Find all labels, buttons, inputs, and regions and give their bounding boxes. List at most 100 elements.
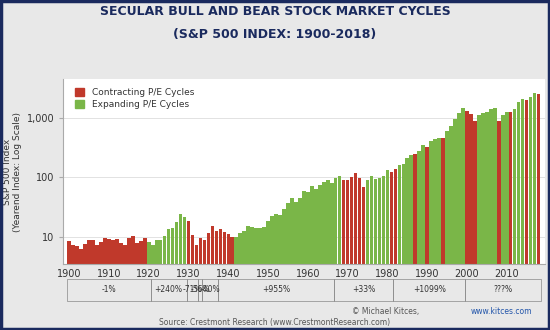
Bar bbox=[314, 189, 317, 330]
Bar bbox=[378, 179, 381, 330]
Bar bbox=[199, 279, 202, 301]
Bar bbox=[68, 241, 71, 330]
Bar bbox=[497, 121, 500, 330]
Bar bbox=[195, 246, 199, 330]
Bar bbox=[199, 238, 202, 330]
Bar bbox=[270, 216, 274, 330]
Bar bbox=[218, 229, 222, 330]
Bar bbox=[493, 108, 497, 330]
Bar bbox=[75, 246, 79, 330]
Bar bbox=[354, 173, 358, 330]
Bar bbox=[239, 233, 242, 330]
Bar bbox=[282, 209, 286, 330]
Bar bbox=[505, 112, 509, 330]
Bar bbox=[250, 227, 254, 330]
Text: -40%: -40% bbox=[201, 285, 220, 294]
Bar bbox=[119, 243, 123, 330]
Bar bbox=[278, 215, 282, 330]
Bar bbox=[517, 102, 520, 330]
Bar bbox=[227, 234, 230, 330]
Bar bbox=[346, 180, 349, 330]
Bar bbox=[127, 238, 131, 330]
Bar bbox=[218, 279, 334, 301]
Text: -1%: -1% bbox=[102, 285, 116, 294]
Text: -71%: -71% bbox=[183, 285, 202, 294]
Bar bbox=[298, 198, 302, 330]
Bar bbox=[405, 158, 409, 330]
Bar bbox=[171, 228, 174, 330]
Text: -56%: -56% bbox=[191, 285, 210, 294]
Bar bbox=[322, 182, 326, 330]
Bar bbox=[529, 97, 532, 330]
Text: SECULAR BULL AND BEAR STOCK MARKET CYCLES: SECULAR BULL AND BEAR STOCK MARKET CYCLE… bbox=[100, 5, 450, 18]
Bar bbox=[433, 140, 437, 330]
Bar bbox=[370, 176, 373, 330]
Bar bbox=[202, 279, 218, 301]
Bar bbox=[465, 279, 541, 301]
Bar bbox=[358, 178, 361, 330]
Bar bbox=[366, 180, 369, 330]
Bar bbox=[477, 115, 481, 330]
Bar bbox=[111, 240, 115, 330]
Bar bbox=[151, 245, 155, 330]
Bar bbox=[342, 180, 345, 330]
Bar bbox=[262, 227, 266, 330]
Bar bbox=[326, 180, 329, 330]
Bar bbox=[151, 279, 186, 301]
Bar bbox=[67, 279, 151, 301]
Bar bbox=[207, 233, 210, 330]
Bar bbox=[95, 246, 99, 330]
Bar bbox=[103, 238, 107, 330]
Bar bbox=[537, 94, 540, 330]
Bar bbox=[509, 112, 513, 330]
Bar bbox=[394, 169, 397, 330]
Bar bbox=[446, 131, 449, 330]
Bar bbox=[246, 226, 250, 330]
Bar bbox=[393, 279, 465, 301]
Text: +955%: +955% bbox=[262, 285, 290, 294]
Bar bbox=[131, 236, 135, 330]
Bar bbox=[143, 238, 146, 330]
Bar bbox=[254, 228, 258, 330]
Bar bbox=[350, 177, 354, 330]
Bar bbox=[409, 155, 413, 330]
Bar bbox=[417, 151, 421, 330]
Bar bbox=[362, 187, 365, 330]
Bar bbox=[386, 170, 389, 330]
Bar bbox=[389, 172, 393, 330]
Bar bbox=[223, 232, 226, 330]
Bar bbox=[290, 198, 294, 330]
Bar bbox=[334, 279, 393, 301]
Bar bbox=[441, 138, 445, 330]
Bar bbox=[159, 241, 162, 330]
Bar bbox=[430, 141, 433, 330]
Text: +33%: +33% bbox=[352, 285, 375, 294]
Bar bbox=[461, 108, 465, 330]
Bar bbox=[425, 147, 429, 330]
Text: +1099%: +1099% bbox=[412, 285, 446, 294]
Bar bbox=[107, 239, 111, 330]
Bar bbox=[147, 242, 151, 330]
Bar bbox=[318, 185, 322, 330]
Bar bbox=[230, 237, 234, 330]
Bar bbox=[473, 121, 477, 330]
Bar bbox=[501, 115, 504, 330]
Bar bbox=[72, 246, 75, 330]
Bar bbox=[310, 186, 314, 330]
Bar bbox=[186, 279, 199, 301]
Bar bbox=[243, 231, 246, 330]
Bar bbox=[414, 154, 417, 330]
Bar bbox=[421, 145, 425, 330]
Bar bbox=[91, 240, 95, 330]
Bar bbox=[234, 237, 238, 330]
Legend: Contracting P/E Cycles, Expanding P/E Cycles: Contracting P/E Cycles, Expanding P/E Cy… bbox=[73, 85, 196, 112]
Bar bbox=[84, 244, 87, 330]
Bar bbox=[167, 229, 170, 330]
Bar bbox=[302, 191, 306, 330]
Text: © Michael Kitces,: © Michael Kitces, bbox=[352, 307, 422, 316]
Bar bbox=[469, 115, 472, 330]
Bar bbox=[115, 239, 119, 330]
Bar bbox=[457, 113, 461, 330]
Bar bbox=[513, 109, 516, 330]
Bar bbox=[163, 236, 167, 330]
